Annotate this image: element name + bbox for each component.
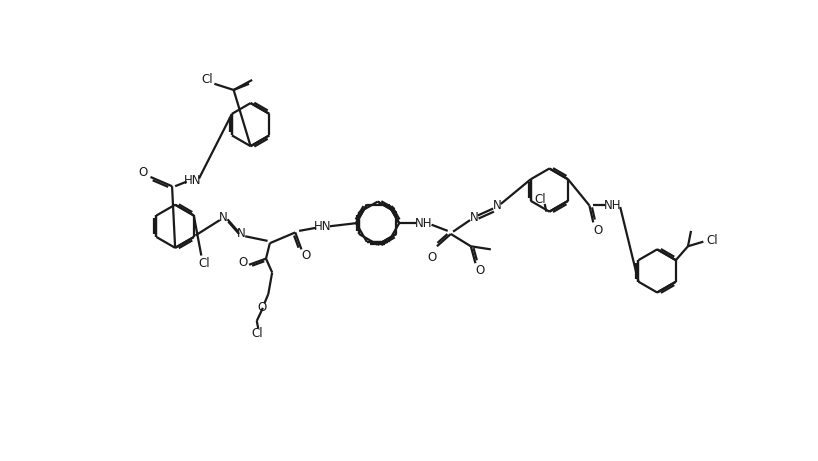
Text: NH: NH	[604, 199, 621, 212]
Text: Cl: Cl	[199, 257, 210, 270]
Text: HN: HN	[313, 220, 331, 233]
Text: O: O	[258, 301, 267, 314]
Text: Cl: Cl	[251, 327, 263, 340]
Text: Cl: Cl	[201, 73, 213, 87]
Text: N: N	[470, 211, 479, 224]
Text: O: O	[593, 224, 603, 236]
Text: O: O	[301, 249, 311, 262]
Text: HN: HN	[184, 173, 201, 187]
Text: N: N	[492, 199, 501, 212]
Text: NH: NH	[415, 217, 433, 230]
Text: N: N	[219, 211, 228, 224]
Text: O: O	[238, 256, 248, 269]
Text: Cl: Cl	[707, 234, 718, 247]
Text: O: O	[475, 265, 485, 278]
Text: Cl: Cl	[534, 193, 546, 206]
Text: O: O	[428, 251, 437, 264]
Text: O: O	[138, 166, 147, 179]
Text: N: N	[237, 227, 245, 241]
